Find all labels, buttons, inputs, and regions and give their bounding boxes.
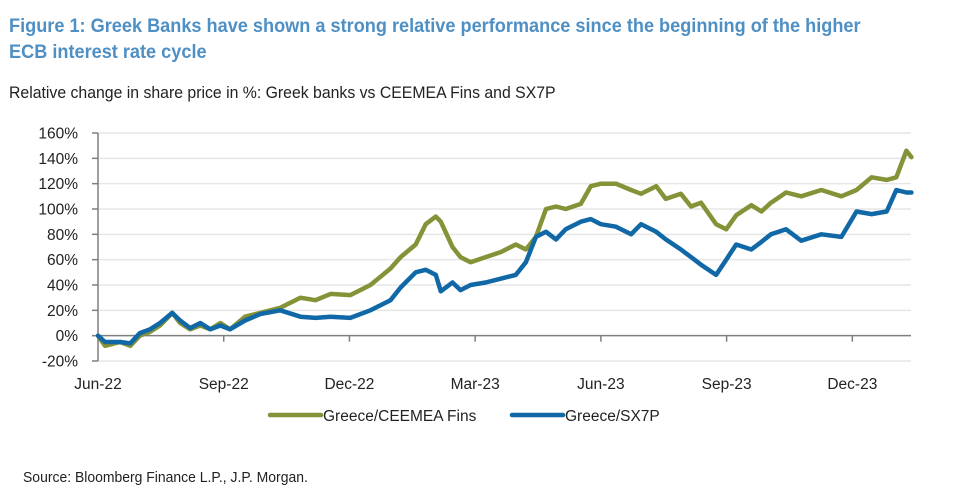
legend: Greece/CEEMEA Fins Greece/SX7P	[267, 408, 660, 425]
legend-label: Greece/CEEMEA Fins	[323, 408, 477, 425]
y-tick-label: 20%	[47, 303, 78, 320]
x-tick-label: Mar-23	[451, 376, 500, 393]
y-axis: -20% 0% 20% 40% 60% 80% 100% 120% 140% 160%	[38, 126, 99, 371]
y-tick-label: 160%	[38, 126, 78, 143]
y-tick-label: 140%	[38, 151, 78, 168]
series-lines	[95, 148, 914, 349]
series-line-greece-sx7p	[95, 187, 914, 346]
x-tick-label: Sep-22	[199, 376, 249, 393]
y-tick-label: 40%	[47, 278, 78, 295]
x-tick-label: Sep-23	[702, 376, 752, 393]
y-tick-label: -20%	[42, 354, 78, 371]
x-tick-label: Jun-22	[74, 376, 121, 393]
legend-label: Greece/SX7P	[565, 408, 660, 425]
chart-subtitle: Relative change in share price in %: Gre…	[9, 83, 556, 102]
x-tick-label: Jun-23	[577, 376, 624, 393]
y-tick-label: 120%	[38, 176, 78, 193]
figure-title: Figure 1: Greek Banks have shown a stron…	[9, 15, 861, 63]
y-tick-label: 60%	[47, 252, 78, 269]
y-tick-label: 0%	[56, 328, 79, 345]
y-tick-label: 80%	[47, 227, 78, 244]
x-axis: Jun-22 Sep-22 Dec-22 Mar-23 Jun-23 Sep-23 Dec-…	[74, 334, 911, 393]
y-tick-label: 100%	[38, 202, 78, 219]
x-tick-label: Dec-22	[324, 376, 374, 393]
source-note: Source: Bloomberg Finance L.P., J.P. Mor…	[23, 469, 308, 486]
x-tick-label: Dec-23	[827, 376, 877, 393]
series-line-greece-ceemea-fins	[95, 148, 914, 349]
